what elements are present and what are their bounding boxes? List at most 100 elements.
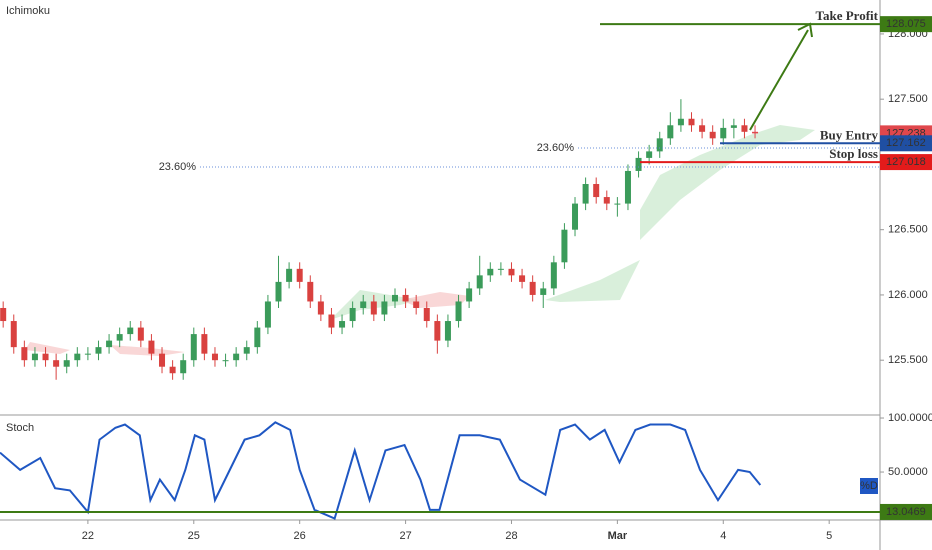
x-tick-label: 27 — [399, 530, 411, 542]
candle-body — [677, 118, 684, 126]
level-price-label: 13.0469 — [886, 506, 926, 518]
candle-body — [508, 268, 515, 276]
level-label: Take Profit — [816, 8, 879, 23]
ichimoku-cloud — [545, 260, 640, 302]
level-price-label: 127.018 — [886, 156, 926, 168]
y-tick-label: 125.500 — [888, 354, 928, 366]
candle-body — [180, 360, 187, 374]
candle-body — [254, 327, 261, 348]
candle-body — [296, 268, 303, 282]
candle-body — [582, 184, 589, 204]
level-price-label: 127.162 — [886, 137, 926, 149]
candle-body — [646, 151, 653, 158]
candle-body — [635, 157, 642, 171]
candle-body — [275, 281, 282, 302]
candle-body — [391, 294, 398, 302]
candle-body — [572, 203, 579, 230]
candle-body — [148, 340, 155, 354]
candle-body — [339, 321, 346, 328]
candle-body — [699, 125, 706, 132]
y-tick-label: 126.500 — [888, 224, 928, 236]
candle-body — [42, 353, 49, 361]
level-price-label: 128.075 — [886, 18, 926, 30]
candle-body — [561, 229, 568, 263]
candle-body — [688, 118, 695, 126]
candle-body — [0, 307, 7, 322]
level-price-box — [880, 135, 932, 152]
candle-body — [720, 127, 727, 139]
candle-body — [201, 334, 208, 354]
ichimoku-cloud — [25, 342, 70, 354]
candle-body — [741, 125, 748, 132]
candle-body — [519, 275, 526, 282]
candle-body — [211, 353, 218, 361]
candle-body — [264, 301, 271, 328]
candle-body — [593, 184, 600, 198]
candle-body — [84, 353, 91, 355]
level-label: Buy Entry — [820, 127, 879, 142]
candle-body — [159, 353, 166, 367]
candle-body — [381, 301, 388, 315]
candle-body — [233, 353, 240, 361]
fib-label: 23.60% — [159, 161, 197, 173]
candle-body — [127, 327, 134, 335]
candle-body — [63, 360, 70, 367]
x-tick-label: 5 — [826, 530, 832, 542]
candle-body — [243, 347, 250, 354]
ichimoku-cloud — [640, 125, 815, 240]
x-tick-label: 28 — [505, 530, 517, 542]
candle-body — [137, 327, 144, 341]
candle-body — [95, 347, 102, 354]
candle-body — [31, 353, 38, 361]
ichimoku-cloud — [110, 345, 185, 356]
candle-body — [487, 268, 494, 276]
candle-body — [169, 366, 176, 374]
legend-box — [860, 478, 878, 494]
candle-body — [624, 170, 631, 204]
candle-body — [423, 307, 430, 322]
x-tick-label: 22 — [82, 530, 94, 542]
candle-body — [476, 275, 483, 289]
candle-body — [497, 268, 504, 270]
x-tick-label: 4 — [720, 530, 726, 542]
y-tick-label: 100.0000 — [888, 412, 932, 424]
candle-body — [656, 138, 663, 152]
y-tick-label: 50.0000 — [888, 466, 928, 478]
y-tick-label: 127.500 — [888, 93, 928, 105]
candle-body — [455, 301, 462, 322]
candle-body — [53, 360, 60, 367]
candle-body — [106, 340, 113, 348]
stoch-title: Stoch — [6, 422, 34, 434]
candle-body — [434, 321, 441, 341]
candle-body — [603, 197, 610, 204]
candle-body — [349, 307, 356, 322]
candle-body — [307, 281, 314, 302]
candle-body — [116, 334, 123, 341]
candle-body — [74, 353, 81, 361]
candle-body — [413, 301, 420, 308]
level-price-box — [880, 503, 932, 520]
candle-body — [190, 334, 197, 361]
candle-body — [529, 281, 536, 295]
candle-body — [466, 288, 473, 302]
main-title: Ichimoku — [6, 5, 50, 17]
x-tick-label: 26 — [294, 530, 306, 542]
stoch-line — [0, 421, 762, 520]
candle-body — [730, 125, 737, 128]
candle-body — [402, 294, 409, 302]
candle-body — [752, 131, 759, 134]
level-label: Stop loss — [829, 146, 878, 161]
candle-body — [222, 360, 229, 362]
y-tick-label: 126.000 — [888, 289, 928, 301]
candle-body — [614, 203, 621, 205]
candle-body — [540, 288, 547, 295]
x-tick-label: 25 — [188, 530, 200, 542]
legend-label: %D — [860, 480, 878, 492]
fib-label: 23.60% — [537, 142, 575, 154]
level-price-box — [880, 16, 932, 33]
candle-body — [709, 131, 716, 139]
candle-body — [370, 301, 377, 315]
candle-body — [286, 268, 293, 282]
